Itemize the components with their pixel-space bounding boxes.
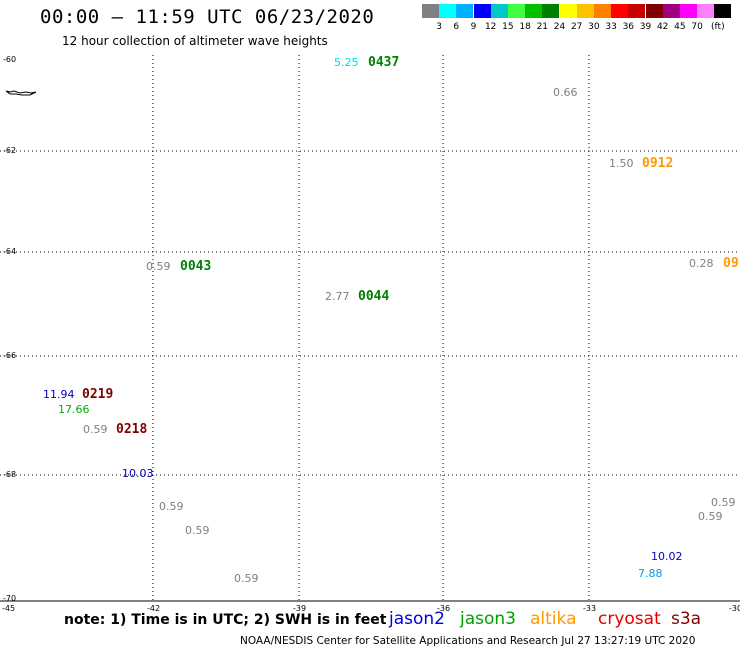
legend-swatch xyxy=(662,4,680,18)
legend-swatch xyxy=(628,4,646,18)
legend-tick-label: 33 xyxy=(605,22,617,32)
wave-height-value: 0.59 xyxy=(234,572,259,585)
graticule xyxy=(0,55,740,602)
wave-height-value: 1.50 xyxy=(609,157,634,170)
latitude-label: -60 xyxy=(3,55,17,64)
legend-tick-label: 21 xyxy=(536,22,549,32)
mission-label: jason2 xyxy=(389,609,445,629)
longitude-label: -33 xyxy=(583,604,597,613)
legend-swatch xyxy=(697,4,715,18)
wave-height-value: 10.02 xyxy=(651,550,683,563)
wave-height-value: 11.94 xyxy=(43,388,75,401)
mission-label: cryosat xyxy=(598,609,661,629)
legend-swatch xyxy=(645,4,663,18)
wave-height-value: 0.59 xyxy=(185,524,210,537)
pass-time-label: 0219 xyxy=(82,387,114,402)
wave-height-value: 17.66 xyxy=(58,403,90,416)
pass-time-label: 09 xyxy=(723,256,739,271)
legend-unit: (ft) xyxy=(711,22,725,32)
wave-height-value: 2.77 xyxy=(325,290,350,303)
legend-tick-label: 27 xyxy=(570,22,583,32)
legend-swatch xyxy=(508,4,525,18)
legend-tick-label: 24 xyxy=(553,22,566,32)
wave-height-value: 0.66 xyxy=(553,86,578,99)
footer-note: note: 1) Time is in UTC; 2) SWH is in fe… xyxy=(64,612,387,628)
legend-tick-label: 18 xyxy=(519,22,531,32)
wave-height-value: 7.88 xyxy=(638,567,663,580)
legend-swatch xyxy=(680,4,697,18)
longitude-label: -30 xyxy=(729,604,740,613)
legend-tick-label: 30 xyxy=(588,22,600,32)
pass-time-label: 0043 xyxy=(180,259,212,274)
pass-time-label: 0044 xyxy=(358,289,390,304)
mission-label: altika xyxy=(530,609,577,629)
mission-label: jason3 xyxy=(460,609,516,629)
wave-height-value: 10.03 xyxy=(122,467,154,480)
latitude-label: -64 xyxy=(3,247,17,256)
wave-height-value: 5.25 xyxy=(334,56,359,69)
wave-height-value: 0.59 xyxy=(159,500,184,513)
legend-tick-label: 9 xyxy=(470,22,477,32)
legend-swatch xyxy=(439,4,457,18)
latitude-label: -70 xyxy=(3,594,17,603)
longitude-label: -39 xyxy=(293,604,307,613)
legend-tick-label: 39 xyxy=(639,22,652,32)
legend-swatch xyxy=(456,4,474,18)
legend-tick-label: 15 xyxy=(502,22,514,32)
pass-time-label: 0218 xyxy=(116,422,148,437)
latitude-label: -62 xyxy=(3,146,17,155)
legend-swatch xyxy=(525,4,543,18)
wave-height-value: 0.28 xyxy=(689,257,714,270)
wave-height-value: 0.59 xyxy=(698,510,723,523)
latitude-label: -68 xyxy=(3,470,17,479)
page-subtitle: 12 hour collection of altimeter wave hei… xyxy=(62,34,328,48)
legend-tick-label: 12 xyxy=(484,22,497,32)
page-title: 00:00 – 11:59 UTC 06/23/2020 xyxy=(40,6,375,28)
latitude-label: -66 xyxy=(3,351,17,360)
legend-tick-label: 42 xyxy=(656,22,669,32)
longitude-label: -42 xyxy=(147,604,161,613)
legend-tick-label: 6 xyxy=(453,22,460,32)
pass-time-label: 0437 xyxy=(368,55,400,70)
wave-height-value: 0.59 xyxy=(711,496,736,509)
legend-tick-label: 3 xyxy=(436,22,442,32)
legend-tick-label: 36 xyxy=(622,22,635,32)
legend-swatch xyxy=(559,4,577,18)
legend-swatch xyxy=(422,4,439,18)
island-outline xyxy=(5,90,37,96)
legend-tick-label: 70 xyxy=(691,22,703,32)
legend-swatch xyxy=(542,4,560,18)
longitude-label: -36 xyxy=(437,604,451,613)
mission-label: s3a xyxy=(671,609,702,629)
legend-swatch xyxy=(473,4,491,18)
legend-swatch xyxy=(576,4,594,18)
legend-tick-label: 45 xyxy=(674,22,686,32)
legend-swatch xyxy=(594,4,611,18)
pass-time-label: 0912 xyxy=(642,156,674,171)
credit-line: NOAA/NESDIS Center for Satellite Applica… xyxy=(240,635,696,647)
legend-swatch xyxy=(611,4,629,18)
legend-swatch xyxy=(714,4,732,18)
longitude-label: -45 xyxy=(2,604,16,613)
legend-swatch xyxy=(490,4,508,18)
coastline xyxy=(5,90,37,96)
wave-height-value: 0.59 xyxy=(146,260,171,273)
wave-height-value: 0.59 xyxy=(83,423,108,436)
